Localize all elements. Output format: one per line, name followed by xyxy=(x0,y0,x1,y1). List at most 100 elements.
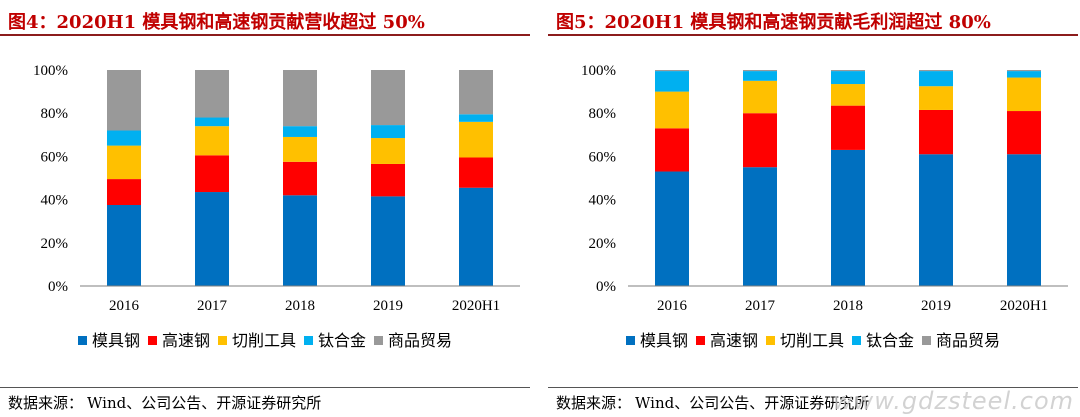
x-tick-label: 2018 xyxy=(833,298,863,314)
legend-swatch xyxy=(922,336,931,345)
bar-segment xyxy=(655,70,689,72)
y-tick-label: 40% xyxy=(589,193,617,209)
y-tick-label: 80% xyxy=(589,106,617,122)
watermark: www.gdzsteel.com xyxy=(832,387,1074,415)
bar-segment xyxy=(1007,111,1041,155)
bar-segment xyxy=(283,136,317,162)
bar-segment xyxy=(107,130,141,146)
source-text: Wind、公司公告、开源证券研究所 xyxy=(87,394,322,412)
x-tick-label: 2020H1 xyxy=(452,298,500,314)
legend-label: 商品贸易 xyxy=(388,332,452,350)
y-tick-label: 20% xyxy=(41,236,69,252)
title-divider xyxy=(0,34,530,36)
bar-segment xyxy=(371,125,405,139)
stacked-bar-chart-gross-profit: 0% 20% 40% 60% 80% 100% 2016 2017 2018 2019 2020H1… xyxy=(581,63,1068,350)
bar-segment xyxy=(459,121,493,158)
bar-segment xyxy=(743,71,777,81)
legend-swatch xyxy=(696,336,705,345)
y-tick-label: 80% xyxy=(41,106,69,122)
bar-segment xyxy=(1007,154,1041,286)
source-note: 数据来源： Wind、公司公告、开源证券研究所 xyxy=(8,392,321,413)
legend-swatch xyxy=(852,336,861,345)
y-tick-label: 20% xyxy=(589,236,617,252)
bar-segment xyxy=(831,71,865,85)
stacked-bar-chart-revenue: 0% 20% 40% 60% 80% 100% 2016 2017 2018 2019 2020H1… xyxy=(33,63,520,350)
bar-segment xyxy=(831,105,865,150)
legend-label: 切削工具 xyxy=(780,332,844,350)
y-tick-label: 100% xyxy=(581,63,616,79)
source-label: 数据来源： xyxy=(8,394,84,412)
legend-swatch xyxy=(766,336,775,345)
chart-panel-revenue: 图4：2020H1 模具钢和高速钢贡献营收超过 50% 0% 20% 40% 60% 8… xyxy=(0,0,530,417)
title-divider xyxy=(548,34,1078,36)
x-tick-label: 2020H1 xyxy=(1000,298,1048,314)
bar-segment xyxy=(459,114,493,122)
legend-label: 钛合金 xyxy=(318,332,366,350)
bar-segment xyxy=(459,70,493,115)
bar-segment xyxy=(283,126,317,137)
bar-segment xyxy=(283,195,317,286)
source-divider xyxy=(0,387,530,388)
chart-panel-gross-profit: 图5：2020H1 模具钢和高速钢贡献毛利润超过 80% 0% 20% 40% 60%… xyxy=(548,0,1078,417)
figure-title: 图4：2020H1 模具钢和高速钢贡献营收超过 50% xyxy=(8,12,425,33)
bar-segment xyxy=(371,70,405,126)
legend-label: 商品贸易 xyxy=(936,332,1000,350)
bar-segment xyxy=(743,70,777,72)
x-tick-label: 2016 xyxy=(657,298,688,314)
figure-title: 图5：2020H1 模具钢和高速钢贡献毛利润超过 80% xyxy=(556,12,991,33)
y-tick-label: 0% xyxy=(596,279,616,295)
bar-segment xyxy=(1007,77,1041,112)
bar-segment xyxy=(1007,70,1041,72)
bar-segment xyxy=(1007,71,1041,78)
bar-segment xyxy=(371,138,405,164)
y-tick-label: 100% xyxy=(33,63,68,79)
legend-swatch xyxy=(304,336,313,345)
x-tick-label: 2016 xyxy=(109,298,140,314)
bar-segment xyxy=(283,161,317,196)
bar-segment xyxy=(743,113,777,168)
legend-swatch xyxy=(78,336,87,345)
bar-segment xyxy=(919,109,953,155)
x-tick-label: 2017 xyxy=(197,298,228,314)
legend-swatch xyxy=(218,336,227,345)
bar-segment xyxy=(371,163,405,197)
legend-label: 模具钢 xyxy=(92,332,140,350)
bar-segment xyxy=(195,155,229,193)
bar-segment xyxy=(919,70,953,72)
source-text: Wind、公司公告、开源证券研究所 xyxy=(635,394,870,412)
bar-segment xyxy=(919,86,953,110)
bar-segment xyxy=(831,149,865,286)
legend-swatch xyxy=(626,336,635,345)
source-divider xyxy=(548,387,1078,388)
bar-segment xyxy=(743,80,777,114)
y-tick-label: 60% xyxy=(41,149,69,165)
legend-label: 高速钢 xyxy=(162,332,210,350)
bar-segment xyxy=(831,84,865,106)
bar-segment xyxy=(459,157,493,188)
bar-segment xyxy=(107,145,141,180)
bar-segment xyxy=(655,171,689,286)
x-tick-label: 2017 xyxy=(745,298,776,314)
source-label: 数据来源： xyxy=(556,394,632,412)
bar-segment xyxy=(459,187,493,286)
bar-segment xyxy=(195,126,229,156)
legend-swatch xyxy=(374,336,383,345)
bar-segment xyxy=(283,70,317,127)
bar-segment xyxy=(919,154,953,286)
y-tick-label: 40% xyxy=(41,193,69,209)
bar-segment xyxy=(107,70,141,131)
bar-segment xyxy=(195,70,229,118)
bar-segment xyxy=(655,71,689,92)
bar-segment xyxy=(107,179,141,205)
x-tick-label: 2019 xyxy=(921,298,951,314)
y-tick-label: 0% xyxy=(48,279,68,295)
legend-label: 模具钢 xyxy=(640,332,688,350)
source-note: 数据来源： Wind、公司公告、开源证券研究所 xyxy=(556,392,869,413)
bar-segment xyxy=(107,205,141,286)
x-tick-label: 2018 xyxy=(285,298,315,314)
bar-segment xyxy=(655,128,689,172)
bar-segment xyxy=(195,192,229,286)
bar-segment xyxy=(919,71,953,87)
legend-label: 切削工具 xyxy=(232,332,296,350)
bar-segment xyxy=(195,117,229,127)
